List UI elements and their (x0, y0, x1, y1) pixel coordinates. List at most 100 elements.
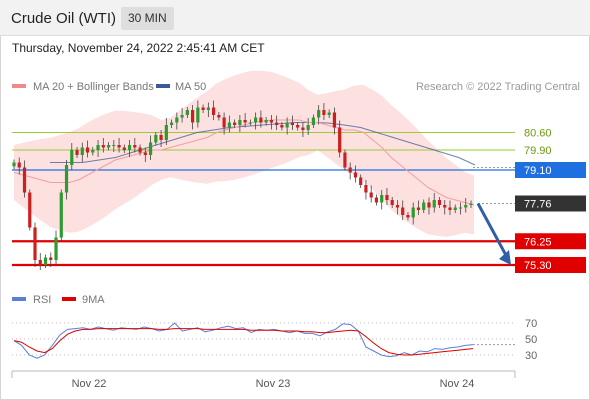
x-tick-label: Nov 23 (256, 378, 291, 390)
candle-up (180, 115, 184, 118)
projection-arrow (476, 202, 510, 260)
level-79-10-badge (515, 162, 586, 178)
candle-up (185, 110, 189, 115)
level-last-price-badge (515, 195, 586, 212)
rsi-tick-label: 70 (525, 318, 537, 330)
rsi-legend-label: RSI (33, 294, 51, 306)
candle-down (348, 167, 352, 173)
candle-down (280, 125, 284, 128)
candle-up (127, 145, 132, 150)
level-last-price-label: 77.76 (524, 199, 552, 211)
level-79-90-label: 79.90 (524, 145, 552, 157)
candle-down (212, 107, 216, 115)
level-79-10-label: 79.10 (524, 165, 552, 177)
candle-down (338, 127, 342, 153)
candle-down (259, 117, 263, 123)
rsi-9ma-line (13, 328, 474, 356)
candle-down (49, 257, 53, 260)
candle-up (196, 107, 200, 123)
candle-down (343, 152, 347, 168)
candle-up (306, 125, 310, 130)
candle-down (322, 110, 326, 115)
candle-down (296, 125, 300, 128)
candle-up (254, 117, 258, 123)
ma50-legend-label: MA 50 (175, 81, 206, 93)
level-75-30-badge (515, 257, 586, 273)
candle-down (243, 120, 247, 123)
candle-down (159, 135, 163, 140)
candle-down (101, 145, 105, 148)
candle-down (395, 205, 400, 208)
ma20-legend-swatch (12, 84, 26, 88)
candle-down (374, 197, 379, 203)
candle-down (364, 185, 368, 193)
candle-down (416, 207, 421, 210)
candle-down (217, 115, 221, 118)
candle-up (458, 207, 463, 209)
candle-up (169, 122, 174, 125)
level-80-60-label: 80.60 (524, 128, 552, 140)
candle-down (401, 207, 405, 215)
candle-down (117, 145, 121, 148)
ma50-line (50, 122, 476, 166)
candle-down (138, 147, 142, 153)
candle-down (17, 162, 21, 168)
candle-down (369, 192, 373, 198)
candle-down (353, 172, 358, 178)
candle-up (206, 107, 210, 110)
candle-down (233, 122, 237, 125)
candle-down (301, 127, 305, 130)
candle-down (75, 150, 79, 155)
rsi-legend-swatch (12, 297, 26, 301)
candle-up (91, 150, 95, 153)
candle-up (469, 203, 473, 205)
candle-down (201, 107, 205, 110)
candle-down (122, 147, 126, 150)
candle-up (12, 162, 16, 167)
candle-up (264, 120, 268, 123)
candle-up (59, 192, 63, 238)
candle-up (311, 117, 316, 125)
candle-up (80, 147, 84, 155)
candle-up (453, 207, 457, 210)
candle-up (43, 257, 48, 265)
candle-down (385, 195, 389, 200)
candle-up (54, 237, 58, 260)
candle-down (437, 200, 442, 205)
candle-up (106, 145, 111, 148)
level-76-25-label: 76.25 (524, 236, 552, 248)
candle-down (359, 177, 363, 185)
timeframe-badge[interactable]: 30 MIN (121, 7, 174, 30)
candle-up (64, 165, 69, 193)
candle-down (222, 117, 226, 128)
candle-down (85, 147, 90, 153)
rsi-line (13, 322, 474, 359)
copyright-text: Research © 2022 Trading Central (416, 81, 580, 93)
candle-down (275, 122, 279, 125)
rsi-tick-label: 50 (525, 334, 537, 346)
x-tick-label: Nov 24 (440, 378, 475, 390)
candle-up (432, 200, 436, 208)
candle-down (390, 200, 394, 205)
candle-up (148, 142, 153, 155)
candle-down (33, 227, 37, 260)
candle-down (448, 207, 452, 210)
candle-up (380, 195, 384, 203)
level-76-25-badge (515, 233, 586, 250)
candle-down (22, 167, 27, 193)
ma9-legend-swatch (62, 297, 76, 301)
projection-arrowhead (499, 250, 511, 265)
ma20-line (13, 119, 475, 206)
candle-up (112, 145, 116, 146)
candle-up (175, 117, 179, 123)
candle-up (238, 120, 242, 125)
chart-header: Crude Oil (WTI) 30 MIN (0, 0, 590, 36)
x-tick-label: Nov 22 (72, 378, 107, 390)
candle-down (269, 120, 273, 123)
candle-up (248, 122, 252, 124)
candle-down (38, 260, 42, 265)
timestamp: Thursday, November 24, 2022 2:45:41 AM C… (12, 41, 265, 55)
candle-down (332, 112, 337, 128)
candle-up (411, 207, 415, 218)
